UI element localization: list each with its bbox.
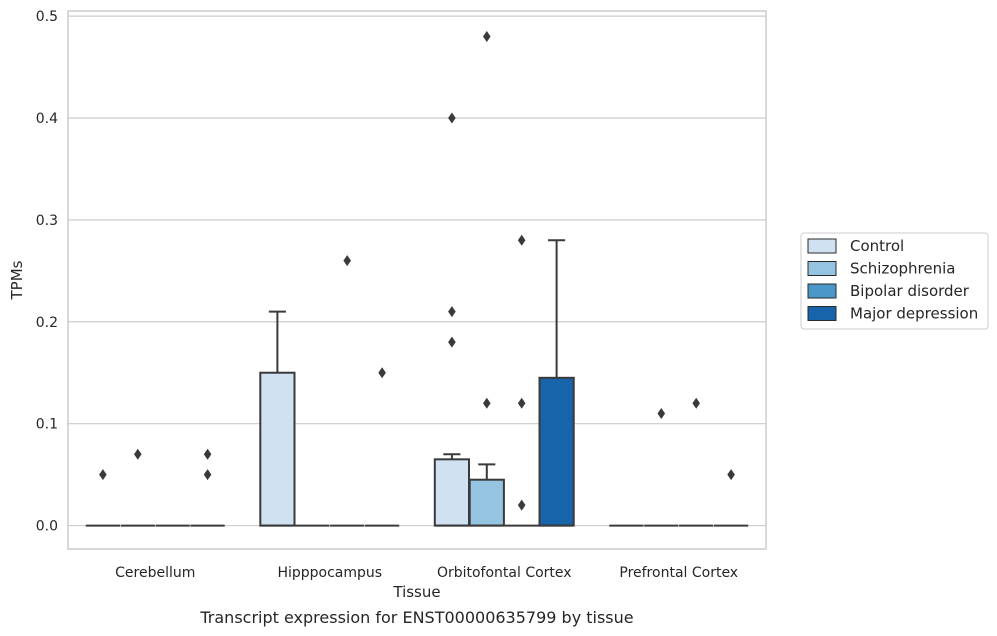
grid-lines: [68, 15, 766, 527]
y-tick-label: 0.3: [36, 213, 58, 229]
legend-label: Bipolar disorder: [850, 282, 970, 300]
outlier-point: [203, 469, 212, 481]
box-group: [259, 310, 296, 527]
legend-swatch: [807, 238, 837, 254]
outlier-point: [517, 499, 526, 511]
outlier-point: [448, 306, 456, 318]
outlier-point: [99, 469, 107, 481]
box-group: [679, 397, 714, 527]
box-group: [190, 448, 225, 527]
outlier-point: [483, 30, 491, 42]
box: [433, 458, 471, 527]
box-group: [85, 469, 121, 527]
legend-items: Control Schizophrenia Bipolar disorder Majo…: [807, 237, 978, 323]
plot-frame: [67, 10, 767, 550]
legend-frame: [800, 232, 989, 330]
box: [259, 371, 296, 527]
legend-label: Control: [850, 237, 904, 255]
x-tick-label: Orbitofontal Cortex: [437, 565, 572, 581]
box-marks: [85, 30, 749, 527]
box-group: [468, 30, 505, 527]
outlier-point: [517, 234, 526, 246]
x-tick-labels: Cerebellum Hipppocampus Orbitofontal Corte…: [115, 565, 738, 581]
box-group: [120, 448, 155, 527]
box-group: [538, 239, 575, 527]
outlier-point: [692, 397, 700, 409]
outlier-point: [517, 397, 526, 409]
legend-label: Schizophrenia: [850, 260, 955, 278]
y-axis-label: TPMs: [8, 260, 26, 300]
outlier-point: [448, 112, 456, 124]
outlier-point: [483, 397, 491, 409]
box-group: [330, 255, 365, 527]
outlier-point: [203, 448, 212, 460]
y-tick-label: 0.2: [36, 315, 58, 331]
legend-swatch: [807, 261, 837, 276]
outlier-point: [657, 407, 666, 419]
outlier-point: [134, 448, 142, 460]
box-group: [713, 469, 749, 527]
y-tick-label: 0.0: [36, 519, 58, 535]
x-tick-label: Prefrontal Cortex: [619, 565, 738, 581]
outlier-point: [727, 469, 735, 481]
legend-label: Major depression: [850, 305, 978, 323]
box-group: [433, 112, 471, 527]
box: [468, 478, 505, 527]
x-tick-label: Cerebellum: [115, 565, 195, 581]
outlier-point: [378, 367, 386, 379]
legend-swatch: [807, 283, 837, 299]
outlier-point: [448, 336, 456, 348]
x-tick-label: Hipppocampus: [277, 565, 382, 581]
y-tick-label: 0.1: [36, 417, 58, 433]
y-tick-label: 0.5: [36, 9, 58, 25]
legend: Control Schizophrenia Bipolar disorder Majo…: [800, 232, 989, 330]
y-tick-labels: 0.0 0.1 0.2 0.3 0.4 0.5: [36, 9, 58, 534]
outlier-point: [343, 255, 351, 267]
box-group: [504, 234, 539, 527]
box: [538, 376, 575, 527]
box-group: [644, 407, 679, 527]
x-axis-label: Tissue: [392, 583, 440, 601]
y-tick-label: 0.4: [36, 111, 58, 127]
box-group: [364, 367, 400, 527]
chart-caption: Transcript expression for ENST0000063579…: [199, 608, 633, 627]
legend-swatch: [807, 306, 837, 321]
